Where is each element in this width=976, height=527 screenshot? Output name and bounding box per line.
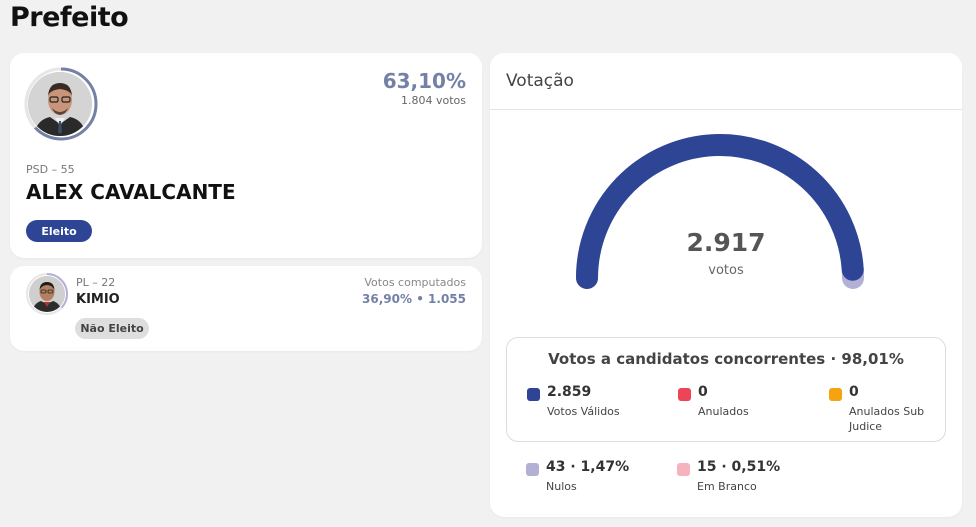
legend-swatch <box>527 388 540 401</box>
stat-value: 0 <box>849 384 859 400</box>
votes-gauge <box>576 134 864 289</box>
competing-votes-summary: Votos a candidatos concorrentes · 98,01%… <box>506 337 946 442</box>
stat-value: 43 · 1,47% <box>546 459 630 475</box>
stat-value: 15 · 0,51% <box>697 459 781 475</box>
total-votes-label: votos <box>708 263 744 278</box>
vote-summary: 36,90% • 1.055 <box>362 292 466 306</box>
vote-share-ring <box>24 67 98 141</box>
candidate-card[interactable]: PL – 22 KIMIO Votos computados 36,90% • … <box>10 266 482 351</box>
party-label: PL – 22 <box>76 276 116 289</box>
legend-swatch <box>526 463 539 476</box>
status-badge: Não Eleito <box>75 318 149 339</box>
legend-swatch <box>829 388 842 401</box>
voting-card-header: Votação <box>490 53 962 110</box>
legend-swatch <box>678 388 691 401</box>
voting-card: Votação 2.917 votos Votos a candidatos c… <box>490 53 962 517</box>
summary-title: Votos a candidatos concorrentes · 98,01% <box>548 350 904 368</box>
vote-percentage: 63,10% <box>382 69 466 93</box>
candidate-name: KIMIO <box>76 292 120 307</box>
stat-label: Nulos <box>546 480 577 493</box>
stat-label: Anulados Sub Judice <box>849 405 925 433</box>
page-title: Prefeito <box>10 2 129 33</box>
vote-count: 1.804 votos <box>400 94 466 107</box>
gauge-valid-arc <box>576 134 864 289</box>
voting-title: Votação <box>506 71 574 91</box>
legend-swatch <box>677 463 690 476</box>
stat-label: Em Branco <box>697 480 757 493</box>
stat-value: 0 <box>698 384 708 400</box>
elected-candidate-card[interactable]: 63,10% 1.804 votos PSD – 55 ALEX CAVALCA… <box>10 53 482 258</box>
total-votes: 2.917 <box>686 228 766 257</box>
candidate-photo <box>29 276 65 312</box>
party-label: PSD – 55 <box>26 163 75 176</box>
candidate-name: ALEX CAVALCANTE <box>26 180 236 204</box>
candidate-photo <box>28 72 92 136</box>
gauge-track <box>576 134 864 289</box>
stat-label: Anulados <box>698 405 749 418</box>
stat-label: Votos Válidos <box>547 405 620 418</box>
status-badge: Eleito <box>26 220 92 242</box>
stat-value: 2.859 <box>547 384 592 400</box>
vote-share-ring <box>26 273 68 315</box>
votes-computed-label: Votos computados <box>364 276 466 289</box>
